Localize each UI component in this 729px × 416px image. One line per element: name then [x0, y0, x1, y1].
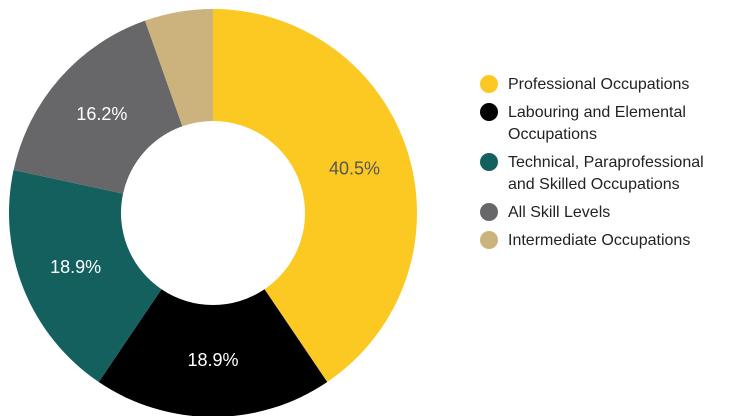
- legend-label-labouring: Labouring and Elemental Occupations: [508, 104, 686, 143]
- slice-technical[interactable]: [9, 170, 162, 383]
- slice-intermediate[interactable]: [145, 9, 213, 127]
- legend-item-professional[interactable]: Professional Occupations: [480, 74, 729, 96]
- chart-legend: Professional Occupations Labouring and E…: [480, 74, 729, 258]
- slice-label-labouring: 18.9%: [187, 350, 238, 370]
- legend-swatch-technical: [480, 153, 498, 171]
- slice-labouring[interactable]: [98, 289, 328, 416]
- legend-item-labouring[interactable]: Labouring and Elemental Occupations: [480, 102, 729, 146]
- legend-item-all-skill-levels[interactable]: All Skill Levels: [480, 202, 729, 224]
- legend-swatch-intermediate: [480, 231, 498, 249]
- slice-label-all-skill-levels: 16.2%: [76, 104, 127, 124]
- legend-item-intermediate[interactable]: Intermediate Occupations: [480, 230, 729, 252]
- legend-label-professional: Professional Occupations: [508, 76, 690, 93]
- legend-swatch-professional: [480, 75, 498, 93]
- slice-professional[interactable]: [213, 9, 418, 383]
- slice-label-professional: 40.5%: [329, 158, 380, 178]
- legend-label-technical: Technical, Paraprofessional and Skilled …: [508, 154, 704, 193]
- slice-label-technical: 18.9%: [50, 257, 101, 277]
- legend-swatch-labouring: [480, 103, 498, 121]
- slice-all-skill-levels[interactable]: [13, 20, 183, 194]
- legend-label-all-skill-levels: All Skill Levels: [508, 204, 611, 221]
- donut-chart: 40.5% 18.9% 18.9% 16.2%: [9, 9, 418, 416]
- legend-item-technical[interactable]: Technical, Paraprofessional and Skilled …: [480, 152, 729, 196]
- legend-label-intermediate: Intermediate Occupations: [508, 232, 691, 249]
- legend-swatch-all-skill-levels: [480, 203, 498, 221]
